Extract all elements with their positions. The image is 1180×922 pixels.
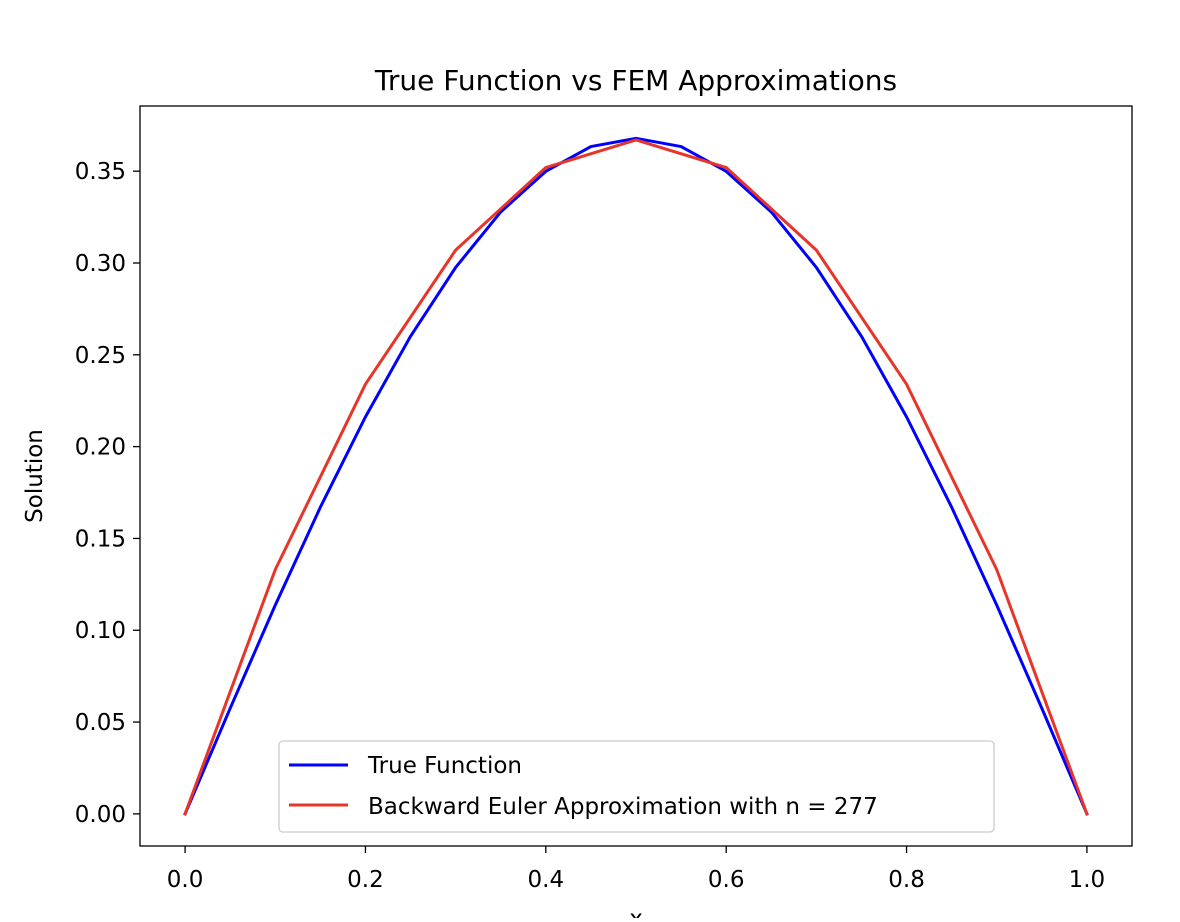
y-tick-label: 0.25 xyxy=(75,343,126,369)
chart-title: True Function vs FEM Approximations xyxy=(374,64,897,97)
x-tick-label: 0.0 xyxy=(167,867,204,893)
series-line-true-function xyxy=(183,136,1089,816)
y-tick-label: 0.00 xyxy=(75,802,126,828)
y-tick-label: 0.10 xyxy=(75,618,126,644)
y-tick-label: 0.30 xyxy=(75,251,126,277)
y-axis-ticks: 0.00 0.05 0.10 0.15 0.20 0.25 0.30 0.35 xyxy=(75,159,140,828)
y-tick-label: 0.35 xyxy=(75,159,126,185)
legend-label-backward-euler: Backward Euler Approximation with n = 27… xyxy=(368,794,878,820)
legend-box xyxy=(278,740,995,833)
x-tick-label: 1.0 xyxy=(1069,867,1106,893)
legend-label-true-function: True Function xyxy=(367,753,522,779)
y-tick-label: 0.05 xyxy=(75,710,126,736)
x-tick-label: 0.8 xyxy=(888,867,925,893)
plot-frame xyxy=(139,105,1133,847)
x-axis-label: x xyxy=(629,906,643,918)
x-tick-label: 0.6 xyxy=(708,867,745,893)
x-tick-label: 0.2 xyxy=(347,867,384,893)
series-line-backward-euler xyxy=(183,138,1089,816)
y-axis-label: Solution xyxy=(22,429,48,523)
y-tick-label: 0.20 xyxy=(75,435,126,461)
series-layer xyxy=(183,136,1089,816)
legend: True Function Backward Euler Approximati… xyxy=(278,740,995,833)
y-tick-label: 0.15 xyxy=(75,526,126,552)
x-tick-label: 0.4 xyxy=(528,867,565,893)
x-axis-ticks: 0.0 0.2 0.4 0.6 0.8 1.0 xyxy=(167,846,1105,893)
